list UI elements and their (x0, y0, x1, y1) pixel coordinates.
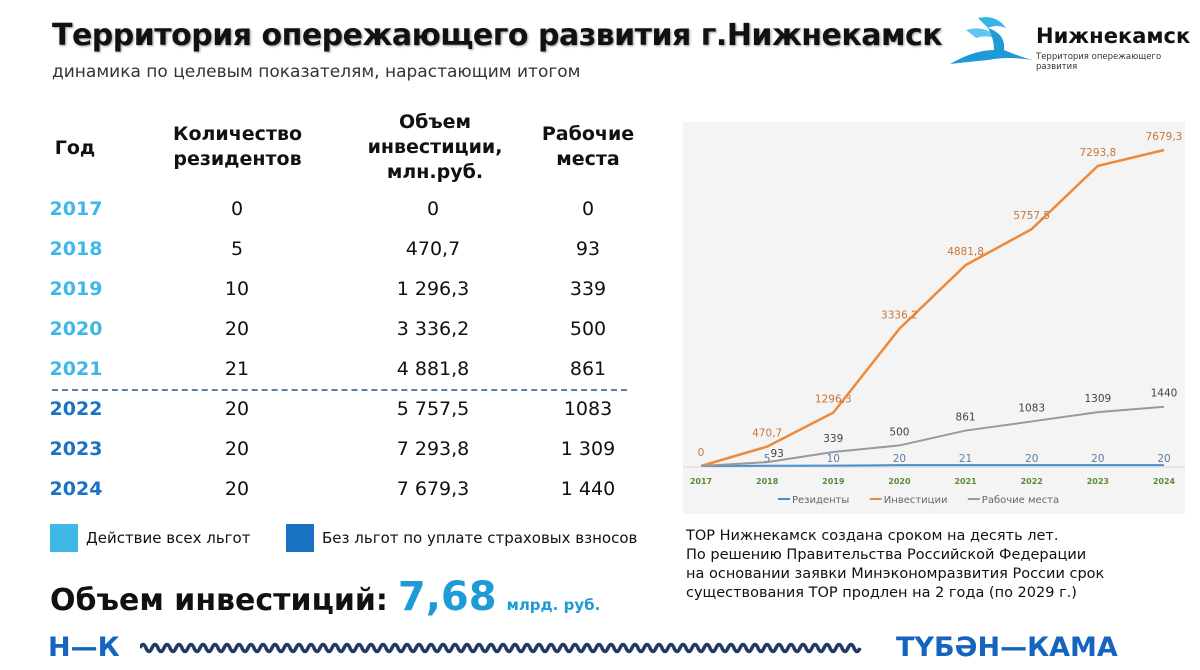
legend-label: Резиденты (792, 495, 849, 506)
legend-label: Рабочие места (982, 495, 1059, 506)
legend-label: Действие всех льгот (86, 529, 251, 547)
note-line: По решению Правительства Российской Феде… (686, 547, 1087, 563)
data-label: 470,7 (752, 428, 782, 440)
x-tick-label: 2017 (690, 477, 712, 486)
footer-left-logo: Н—К (48, 632, 120, 663)
data-label: 20 (1025, 453, 1038, 465)
bird-icon (950, 17, 1032, 64)
legend-swatch (50, 524, 78, 552)
x-tick-label: 2018 (756, 477, 779, 486)
row-jobs: 93 (575, 238, 601, 260)
header-investment: Объем инвестиции, млн.руб. (367, 111, 503, 183)
row-residents: 20 (224, 478, 250, 500)
data-label: 1083 (1018, 402, 1045, 414)
row-year: 2024 (49, 478, 103, 500)
row-investment: 7 293,8 (396, 438, 470, 460)
row-residents: 5 (230, 238, 244, 260)
wave-divider (140, 642, 862, 654)
legend-swatch (286, 524, 314, 552)
row-investment: 1 296,3 (396, 278, 470, 300)
data-label: 20 (1091, 453, 1104, 465)
legend-label: Без льгот по уплате страховых взносов (322, 529, 638, 547)
legend-no-insurance: Без льгот по уплате страховых взносов (286, 524, 637, 552)
row-jobs: 339 (569, 278, 607, 300)
page-title: Территория опережающего развития г.Нижне… (52, 18, 943, 53)
row-jobs: 0 (581, 198, 595, 220)
data-label: 0 (698, 447, 705, 459)
summary-label: Объем инвестиций: (50, 583, 388, 618)
data-label: 339 (823, 433, 843, 445)
header-jobs: Рабочие места (541, 123, 635, 170)
row-jobs: 1083 (563, 398, 613, 420)
row-jobs: 1 309 (560, 438, 616, 460)
note-line: ТОР Нижнекамск создана сроком на десять … (686, 528, 1059, 544)
note-line: существования ТОР продлен на 2 года (по … (686, 585, 1077, 601)
data-label: 1309 (1084, 393, 1111, 405)
data-label: 10 (827, 453, 840, 465)
row-residents: 0 (230, 198, 244, 220)
row-investment: 0 (426, 198, 440, 220)
row-investment: 5 757,5 (396, 398, 470, 420)
row-residents: 21 (224, 358, 250, 380)
data-label: 861 (956, 412, 976, 424)
row-investment: 3 336,2 (396, 318, 470, 340)
series-line-Рабочие места (700, 405, 1165, 467)
row-residents: 20 (224, 438, 250, 460)
investment-summary: Объем инвестиций: 7,68 млрд. руб. (50, 574, 600, 620)
row-year: 2021 (49, 358, 103, 380)
x-tick-label: 2022 (1021, 477, 1043, 486)
data-label: 1296,3 (815, 394, 852, 406)
summary-value: 7,68 (397, 574, 497, 620)
header-residents: Количество резидентов (172, 123, 303, 170)
row-year: 2023 (49, 438, 103, 460)
x-tick-label: 2024 (1153, 477, 1176, 486)
data-label: 7679,3 (1146, 131, 1183, 143)
data-label: 20 (893, 453, 906, 465)
row-investment: 7 679,3 (396, 478, 470, 500)
row-investment: 4 881,8 (396, 358, 470, 380)
data-label: 21 (959, 453, 972, 465)
footer-right-logo: ТҮБӘН—КАМА (896, 632, 1118, 663)
header-year: Год (54, 137, 96, 159)
legend-all-benefits: Действие всех льгот (50, 524, 250, 552)
series-line-Резиденты (700, 464, 1164, 467)
period-divider (52, 389, 627, 391)
row-investment: 470,7 (405, 238, 461, 260)
row-residents: 10 (224, 278, 250, 300)
line-chart: 2017 2018 2019 2020 2021 2022 2023 2024 5 10 20 21 2… (683, 122, 1185, 514)
row-year: 2022 (49, 398, 103, 420)
x-tick-label: 2019 (822, 477, 845, 486)
data-label: 5 (764, 453, 771, 465)
row-year: 2020 (49, 318, 103, 340)
data-label: 4881,8 (947, 246, 984, 258)
series-line-Инвестиции (700, 148, 1165, 468)
note-text: ТОР Нижнекамск создана сроком на десять … (686, 527, 1104, 603)
page-subtitle: динамика по целевым показателям, нараста… (52, 62, 581, 82)
row-year: 2018 (49, 238, 103, 260)
x-tick-label: 2023 (1087, 477, 1109, 486)
row-residents: 20 (224, 318, 250, 340)
logo-tagline: Территория опережающего развития (1036, 52, 1162, 72)
x-tick-label: 2020 (888, 477, 911, 486)
row-jobs: 861 (569, 358, 607, 380)
note-line: на основании заявки Минэкономразвития Ро… (686, 566, 1105, 582)
logo: Нижнекамск Территория опережающего разви… (948, 10, 1193, 72)
data-label: 500 (889, 426, 909, 438)
row-jobs: 1 440 (560, 478, 616, 500)
data-label: 1440 (1151, 388, 1178, 400)
data-label: 5757,5 (1013, 210, 1050, 222)
row-year: 2019 (49, 278, 103, 300)
row-residents: 20 (224, 398, 250, 420)
row-year: 2017 (49, 198, 103, 220)
data-label: 20 (1157, 453, 1170, 465)
x-tick-label: 2021 (954, 477, 977, 486)
data-label: 7293,8 (1079, 147, 1116, 159)
logo-name: Нижнекамск (1036, 24, 1191, 48)
row-jobs: 500 (569, 318, 607, 340)
summary-unit: млрд. руб. (506, 596, 601, 614)
legend-label: Инвестиции (884, 495, 948, 506)
data-label: 93 (770, 448, 783, 460)
data-label: 3336,2 (881, 310, 918, 322)
